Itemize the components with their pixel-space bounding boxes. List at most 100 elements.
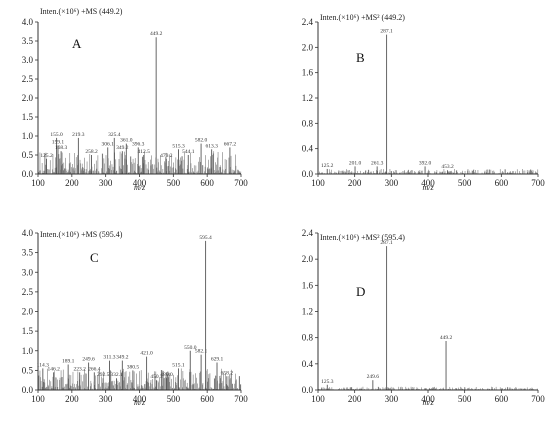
x-tick-label: 100 xyxy=(311,394,325,404)
peak-label: 421.0 xyxy=(140,351,153,357)
peak-label: 449.2 xyxy=(150,31,163,37)
x-tick-label: 300 xyxy=(385,394,399,404)
peak-label: 159.1 xyxy=(52,140,65,146)
y-tick-label: 3.5 xyxy=(22,36,34,46)
x-tick-label: 400 xyxy=(133,178,147,188)
y-tick-label: 4.0 xyxy=(22,17,34,27)
x-tick-label: 300 xyxy=(99,394,113,404)
peak-label: 515.3 xyxy=(172,143,185,149)
y-tick-label: 4.0 xyxy=(22,228,34,238)
x-tick-label: 200 xyxy=(65,178,79,188)
y-tick-label: 0.0 xyxy=(302,385,314,395)
peak-label: 306.1 xyxy=(102,141,115,147)
x-tick-label: 400 xyxy=(133,394,147,404)
x-tick-label: 300 xyxy=(385,178,399,188)
peak-label: 595.4 xyxy=(199,235,212,241)
peak-label: 146.2 xyxy=(47,366,60,372)
x-axis-label: m/z xyxy=(134,183,146,192)
peak-label: 479.2 xyxy=(160,153,173,159)
x-tick-label: 700 xyxy=(234,178,248,188)
x-tick-label: 500 xyxy=(167,394,181,404)
peak-label: 361.0 xyxy=(120,138,133,144)
peak-label: 480.0 xyxy=(160,372,173,378)
panel-header: Inten.(×10⁶) +MS (449.2) xyxy=(40,7,123,16)
y-tick-label: 1.5 xyxy=(22,112,34,122)
spectrum-panel-d: Inten.(×10⁶) +MS² (595.4) D 125.3 249.6 287.… xyxy=(302,228,546,407)
peak-label: 667.2 xyxy=(224,141,237,147)
x-tick-label: 500 xyxy=(167,178,181,188)
peak-label: 392.0 xyxy=(419,160,432,166)
y-tick-label: 1.6 xyxy=(302,280,314,290)
panel-header: Inten.(×10⁶) +MS (595.4) xyxy=(40,230,123,239)
spectrum-panel-c: Inten.(×10⁶) +MS (595.4) C 114.3146.2189.1… xyxy=(22,228,249,407)
peak-label: 249.6 xyxy=(82,357,95,363)
y-tick-label: 0.4 xyxy=(302,359,314,369)
peak-label: 261.3 xyxy=(371,160,384,166)
x-tick-label: 200 xyxy=(348,178,362,188)
peak-label: 201.0 xyxy=(349,160,362,166)
x-tick-label: 400 xyxy=(421,394,435,404)
y-tick-label: 3.0 xyxy=(22,55,34,65)
spectrum-panel-b: Inten.(×10⁶) +MS² (449.2) B 125.2 201.0 261.… xyxy=(302,13,546,192)
x-axis-label: m/z xyxy=(422,398,434,407)
x-tick-label: 600 xyxy=(200,178,214,188)
panel-letter: B xyxy=(356,50,365,65)
x-tick-label: 100 xyxy=(31,394,45,404)
peak-label: 258.2 xyxy=(85,149,98,155)
noise-peaks xyxy=(319,168,539,174)
y-tick-label: 0.4 xyxy=(302,144,314,154)
peak-label: 412.5 xyxy=(138,149,151,155)
y-tick-label: 2.0 xyxy=(302,254,314,264)
peak-label: 396.3 xyxy=(132,141,145,147)
peak-label: 189.1 xyxy=(62,358,75,364)
x-tick-label: 300 xyxy=(99,178,113,188)
y-tick-label: 0.0 xyxy=(302,169,314,179)
x-tick-label: 500 xyxy=(458,394,472,404)
peak-label: 450.3 xyxy=(150,374,163,380)
y-tick-label: 0.8 xyxy=(302,333,314,343)
peak-label: 332.1 xyxy=(110,372,123,378)
peak-label: 550.0 xyxy=(184,345,197,351)
peak-label: 125.2 xyxy=(321,163,334,169)
peak-label: 287.1 xyxy=(380,240,393,246)
x-tick-label: 500 xyxy=(458,178,472,188)
peak-label: 449.2 xyxy=(440,335,453,341)
peak-label: 380.5 xyxy=(127,364,140,370)
y-tick-label: 2.4 xyxy=(302,228,314,238)
y-tick-label: 1.0 xyxy=(22,346,34,356)
x-tick-label: 100 xyxy=(31,178,45,188)
y-tick-label: 0.5 xyxy=(22,150,34,160)
y-tick-label: 2.0 xyxy=(22,93,34,103)
x-tick-label: 200 xyxy=(348,394,362,404)
peak-label: 311.3 xyxy=(103,355,115,361)
peak-label: 613.3 xyxy=(205,143,218,149)
peak-label: 287.1 xyxy=(380,29,393,35)
y-tick-label: 2.4 xyxy=(302,17,314,27)
y-tick-label: 1.6 xyxy=(302,68,314,78)
x-tick-label: 700 xyxy=(531,394,545,404)
panel-letter: D xyxy=(356,284,365,299)
y-tick-label: 0.8 xyxy=(302,118,314,128)
panel-header: Inten.(×10⁶) +MS² (595.4) xyxy=(320,233,405,242)
peak-label: 629.1 xyxy=(211,357,224,363)
y-tick-label: 2.5 xyxy=(22,74,34,84)
peak-label: 544.1 xyxy=(182,149,195,155)
peak-label: 349.2 xyxy=(116,145,129,151)
peak-label: 266.4 xyxy=(88,366,101,372)
noise-peaks xyxy=(38,151,242,174)
panel-letter: C xyxy=(90,250,99,265)
x-tick-label: 600 xyxy=(495,178,509,188)
x-tick-label: 100 xyxy=(311,178,325,188)
peak-label: 114.3 xyxy=(37,362,49,368)
panel-header: Inten.(×10⁶) +MS² (449.2) xyxy=(320,13,405,22)
peak-label: 292.5 xyxy=(97,372,110,378)
peak-label: 219.3 xyxy=(72,132,85,138)
peak-label: 349.2 xyxy=(116,355,129,361)
y-tick-label: 1.2 xyxy=(302,307,313,317)
spectrum-panel-a: Inten.(×10⁶) +MS (449.2) A 125.2 155.0 159.1… xyxy=(22,7,249,192)
x-axis-label: m/z xyxy=(134,398,146,407)
y-tick-label: 0.5 xyxy=(22,365,34,375)
peak-label: 155.0 xyxy=(50,132,63,138)
x-tick-label: 200 xyxy=(65,394,79,404)
